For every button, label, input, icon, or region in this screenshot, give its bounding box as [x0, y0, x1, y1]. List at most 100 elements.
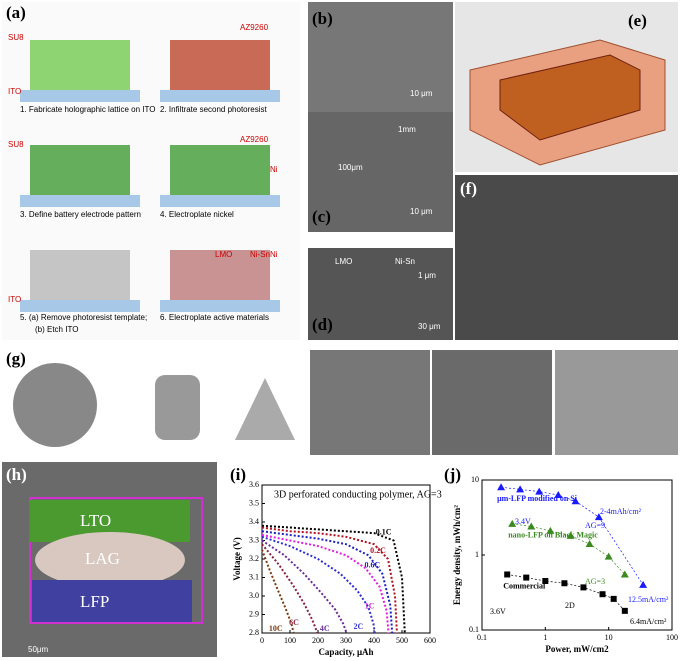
substrate [20, 195, 140, 207]
step-caption: 3. Define battery electrode pattern [20, 210, 141, 219]
y-tick-label: 0.1 [469, 625, 479, 634]
scale-bar: 10 μm [410, 89, 433, 98]
series-label: 0.2C [370, 546, 386, 555]
annotation: 2-4mAh/cm² [600, 507, 642, 516]
series-label: 2C [354, 622, 364, 631]
y-tick-label: 3.4 [249, 517, 259, 526]
series-label: 1C [365, 602, 375, 611]
step-caption: 2. Infiltrate second photoresist [160, 105, 268, 114]
series-line [261, 524, 406, 634]
annotation: LMO [215, 250, 232, 259]
point [580, 584, 587, 591]
panel-label: (h) [6, 465, 27, 484]
electrode-block [30, 250, 130, 300]
substrate [20, 90, 140, 102]
scale-bar: 30 μm [418, 322, 441, 331]
panel-label: (g) [6, 349, 26, 368]
sem-image [455, 175, 678, 340]
point [561, 580, 568, 587]
plot-frame [261, 484, 431, 634]
x-tick-label: 0.1 [477, 633, 487, 642]
inset-label: LMO [335, 257, 352, 266]
step-caption: 4. Electroplate nickel [160, 210, 234, 219]
series-label: μm-LFP modified on Si [497, 494, 578, 503]
chart-title: 3D perforated conducting polymer, AG=3 [274, 489, 442, 500]
y-tick-label: 3.1 [249, 572, 259, 581]
panel-label: (i) [230, 465, 246, 484]
point [620, 570, 629, 578]
point [571, 497, 580, 505]
scale-bar: 10 μm [410, 207, 433, 216]
region-lag [35, 532, 185, 588]
point [523, 574, 530, 581]
x-tick-label: 200 [312, 636, 324, 645]
y-tick-label: 3.3 [249, 535, 259, 544]
series-line [261, 535, 376, 634]
series-label: 4C [320, 624, 330, 633]
inset-scale: 1 μm [418, 271, 436, 280]
annotation: 12.5mA/cm² [628, 595, 669, 604]
region-box [29, 497, 203, 624]
annotation: Ni-Sn [250, 250, 270, 259]
step-caption: (b) Etch ITO [35, 325, 78, 334]
point [585, 540, 594, 548]
series-line [261, 530, 394, 634]
point [546, 526, 555, 534]
point [542, 578, 549, 585]
point [497, 483, 506, 491]
series-label: 0.6C [365, 561, 381, 570]
series-line [261, 539, 348, 634]
annotation: 2D [565, 601, 575, 610]
x-tick-label: 10 [605, 633, 613, 642]
inset-scale: 100μm [338, 163, 363, 172]
sem-image [310, 350, 430, 455]
series-line [261, 549, 295, 634]
electrode-block [170, 250, 270, 300]
printed-sphere [13, 363, 97, 447]
y-tick-label: 1 [475, 550, 479, 559]
printed-pyramid [235, 378, 295, 440]
x-axis-label: Power, mW/cm2 [545, 644, 609, 654]
panel-label: (b) [312, 9, 333, 28]
point [594, 513, 603, 521]
x-tick-label: 500 [396, 636, 408, 645]
series-line [261, 543, 319, 634]
region-label: LTO [80, 511, 111, 530]
annotation: ITO [8, 295, 21, 304]
annotation: Ni [270, 165, 278, 174]
annotation: SU8 [8, 140, 24, 149]
point [504, 571, 511, 578]
panel-label: (e) [628, 11, 647, 30]
x-axis-label: Capacity, μAh [318, 647, 373, 657]
step-caption: 5. (a) Remove photoresist template; [20, 313, 147, 322]
point [639, 580, 648, 588]
series-line [261, 526, 398, 634]
sem-image [432, 350, 552, 455]
electrode-block [30, 145, 130, 195]
series-label: nano-LFP on Black Magic [508, 531, 598, 540]
annotation: SU8 [8, 33, 24, 42]
sem-image [308, 2, 453, 112]
x-tick-label: 1 [543, 633, 547, 642]
scale-bar: 50μm [28, 645, 49, 654]
step-caption: 1. Fabricate holographic lattice on ITO [20, 105, 155, 114]
step-caption: 6. Electroplate active materials [160, 313, 269, 322]
sem-image [308, 112, 453, 232]
inset-label: Ni-Sn [395, 257, 415, 266]
point [566, 531, 575, 539]
x-tick-label: 600 [424, 636, 436, 645]
point [604, 552, 613, 560]
region-label: LFP [80, 592, 109, 611]
sem-image [555, 350, 678, 455]
annotation: AZ9260 [240, 135, 269, 144]
substrate [160, 195, 280, 207]
y-tick-label: 2.9 [249, 609, 259, 618]
point [516, 485, 525, 493]
series-label: 0.1C [376, 527, 392, 536]
point [527, 522, 536, 530]
point [621, 607, 628, 614]
inset-scale: 1mm [398, 125, 416, 134]
region-lfp [32, 580, 192, 622]
y-tick-label: 3.6 [249, 480, 259, 489]
